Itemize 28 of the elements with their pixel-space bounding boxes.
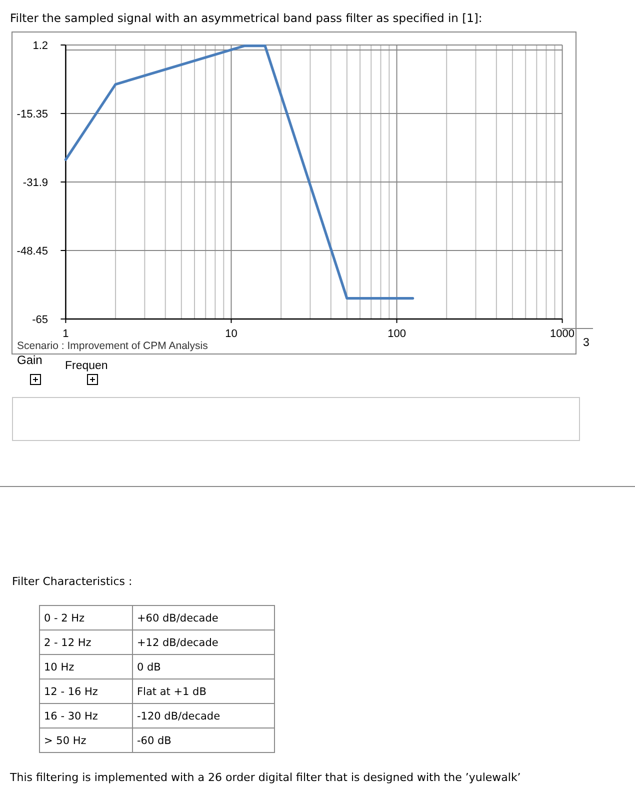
x-tick-label: 1000 <box>550 328 575 340</box>
text: Flat at +1 dB <box>137 686 206 698</box>
text: This filtering is implemented with a 26 order digital filter that is designed with the ’yulewalk’ <box>9 771 521 784</box>
x-tick-label: 10 <box>225 328 238 340</box>
text: 10 Hz <box>44 662 74 674</box>
text: > 50 Hz <box>44 735 86 747</box>
text: Scenario : Improvement of CPM Analysis <box>17 340 208 352</box>
text: -120 dB/decade <box>137 710 220 722</box>
chart-title: Filter the sampled signal with an asymmetrical band pass filter as specified in [1]: <box>10 11 482 25</box>
x-tick-label: 100 <box>388 328 406 340</box>
text: -60 dB <box>137 735 172 747</box>
y-tick-label: -31.9 <box>22 177 48 189</box>
text: 16 - 30 Hz <box>44 710 98 722</box>
text: 3 <box>583 337 590 349</box>
text: Filter Characteristics : <box>12 575 132 588</box>
y-tick-label: -65 <box>32 314 48 326</box>
x-tick-label: 1 <box>62 328 69 340</box>
y-tick-label: -48.45 <box>16 246 48 258</box>
x-axis-title: Frequen <box>65 360 108 372</box>
y-tick-label: 1.2 <box>32 40 48 52</box>
text: 0 dB <box>137 662 161 674</box>
text: +60 dB/decade <box>137 612 218 624</box>
text: 2 - 12 Hz <box>44 637 92 649</box>
text: +12 dB/decade <box>137 637 218 649</box>
text: 12 - 16 Hz <box>44 686 98 698</box>
y-tick-label: -15.35 <box>16 108 48 120</box>
text: 0 - 2 Hz <box>44 612 85 624</box>
y-axis-title: Gain <box>17 353 42 367</box>
